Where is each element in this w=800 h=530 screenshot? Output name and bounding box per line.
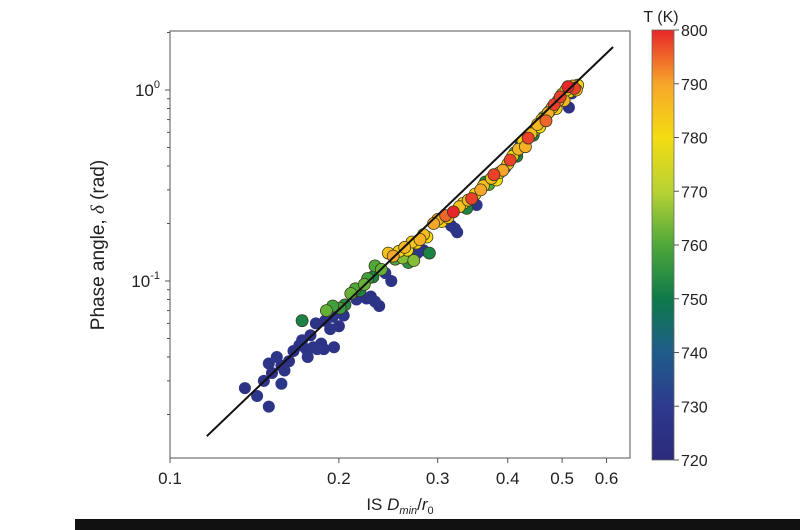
x-tick-label: 0.3 [426, 469, 450, 488]
colorbar-tick-label: 750 [681, 292, 708, 309]
data-point [275, 377, 288, 390]
colorbar-tick-label: 720 [681, 453, 708, 470]
data-point [295, 314, 309, 328]
x-tick-label: 0.6 [595, 469, 619, 488]
x-tick-label: 0.4 [496, 469, 520, 488]
y-axis: 100 10-1 [131, 32, 170, 416]
data-point [474, 183, 488, 197]
colorbar-gradient [651, 29, 675, 461]
fit-line [206, 46, 614, 437]
data-point [448, 222, 461, 235]
data-point [369, 295, 381, 308]
data-point [283, 355, 295, 368]
data-point [328, 341, 340, 354]
data-point [487, 168, 501, 182]
data-point [278, 364, 291, 377]
data-point [324, 323, 337, 336]
data-point [262, 357, 275, 370]
colorbar-tick-label: 730 [681, 399, 708, 416]
data-point [309, 317, 322, 330]
data-point [446, 205, 460, 219]
plot-area [169, 30, 631, 459]
colorbar-label: T (K) [643, 9, 678, 26]
data-point [262, 400, 275, 413]
data-point [465, 192, 479, 206]
bottom-bar [75, 519, 800, 530]
data-point [539, 114, 553, 128]
data-point [287, 345, 300, 357]
data-point [251, 390, 264, 402]
data-point [270, 351, 283, 363]
data-point [413, 233, 427, 246]
colorbar: 720 730 740 750 760 770 780 790 800 T (K) [643, 9, 707, 470]
data-point [422, 246, 436, 260]
data-point [311, 343, 324, 356]
x-tick-label: 0.2 [327, 469, 351, 488]
data-point [238, 382, 251, 395]
data-point [301, 351, 314, 363]
x-tick-label: 0.1 [158, 469, 182, 488]
data-point [503, 153, 517, 167]
data-point [521, 131, 535, 145]
colorbar-tick-label: 770 [681, 184, 708, 201]
y-tick-label: 100 [135, 79, 160, 100]
y-axis-label: Phase angle, δ (rad) [88, 160, 109, 330]
y-tick-label: 10-1 [131, 270, 160, 291]
colorbar-tick-label: 760 [681, 238, 708, 255]
x-axis-label: IS Dmin/r0 [366, 495, 433, 517]
x-tick-label: 0.5 [550, 469, 574, 488]
colorbar-tick-label: 780 [681, 131, 708, 148]
colorbar-tick-label: 740 [681, 346, 708, 363]
colorbar-tick-label: 790 [681, 77, 708, 94]
data-point [407, 254, 421, 267]
data-point [319, 304, 333, 318]
data-point [561, 80, 575, 94]
x-axis: 0.1 0.2 0.3 0.4 0.5 0.6 [158, 458, 618, 488]
colorbar-tick-label: 800 [681, 23, 708, 40]
